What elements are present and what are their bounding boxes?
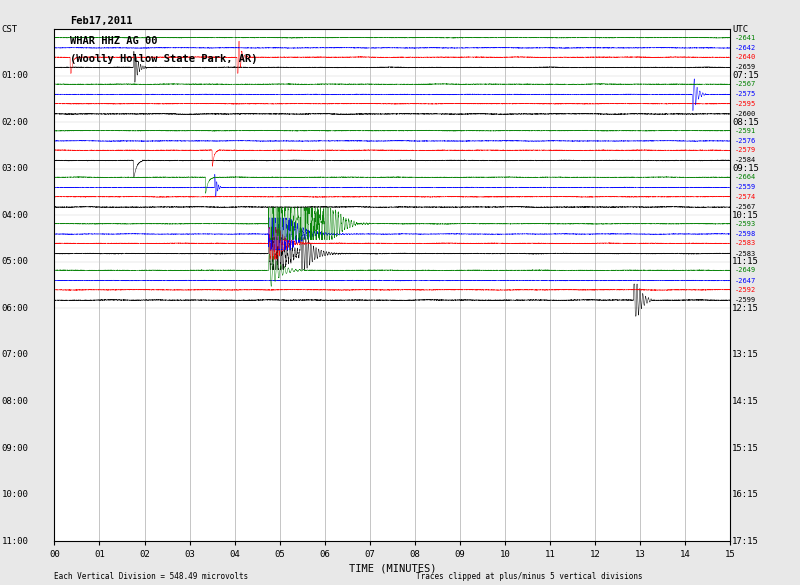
Text: 02:00: 02:00: [2, 118, 29, 127]
Text: 11:15: 11:15: [732, 257, 759, 266]
Text: WHAR HHZ AG 00: WHAR HHZ AG 00: [70, 36, 158, 46]
Text: -2574: -2574: [734, 194, 756, 199]
Text: 09:00: 09:00: [2, 443, 29, 453]
Text: 07:15: 07:15: [732, 71, 759, 80]
Text: 03:00: 03:00: [2, 164, 29, 173]
Text: -2592: -2592: [734, 287, 756, 293]
Text: -2567: -2567: [734, 81, 756, 87]
Text: -2576: -2576: [734, 138, 756, 144]
Text: -2664: -2664: [734, 174, 756, 180]
Text: 13:15: 13:15: [732, 350, 759, 360]
Text: -2647: -2647: [734, 277, 756, 284]
Text: -2575: -2575: [734, 91, 756, 97]
Text: -2583: -2583: [734, 250, 756, 257]
Text: 08:00: 08:00: [2, 397, 29, 406]
Text: -2583: -2583: [734, 240, 756, 246]
Text: 04:00: 04:00: [2, 211, 29, 220]
Text: (Woolly Hollow State Park, AR): (Woolly Hollow State Park, AR): [70, 54, 258, 64]
Text: 06:00: 06:00: [2, 304, 29, 313]
Text: -2641: -2641: [734, 35, 756, 40]
Text: 15:15: 15:15: [732, 443, 759, 453]
X-axis label: TIME (MINUTES): TIME (MINUTES): [349, 563, 436, 573]
Text: 10:15: 10:15: [732, 211, 759, 220]
Text: Each Vertical Division = 548.49 microvolts: Each Vertical Division = 548.49 microvol…: [54, 572, 249, 581]
Text: -2649: -2649: [734, 267, 756, 273]
Text: -2599: -2599: [734, 297, 756, 303]
Text: 01:00: 01:00: [2, 71, 29, 80]
Text: CST: CST: [2, 25, 18, 34]
Text: 16:15: 16:15: [732, 490, 759, 499]
Text: 11:00: 11:00: [2, 536, 29, 546]
Text: 17:15: 17:15: [732, 536, 759, 546]
Text: 12:15: 12:15: [732, 304, 759, 313]
Text: -2659: -2659: [734, 64, 756, 70]
Text: 14:15: 14:15: [732, 397, 759, 406]
Text: 10:00: 10:00: [2, 490, 29, 499]
Text: 05:00: 05:00: [2, 257, 29, 266]
Text: -2579: -2579: [734, 147, 756, 153]
Text: -2600: -2600: [734, 111, 756, 117]
Text: Traces clipped at plus/minus 5 vertical divisions: Traces clipped at plus/minus 5 vertical …: [416, 572, 642, 581]
Text: Feb17,2011: Feb17,2011: [70, 16, 133, 26]
Text: -2584: -2584: [734, 157, 756, 163]
Text: 08:15: 08:15: [732, 118, 759, 127]
Text: -2559: -2559: [734, 184, 756, 191]
Text: -2640: -2640: [734, 54, 756, 60]
Text: 09:15: 09:15: [732, 164, 759, 173]
Text: 07:00: 07:00: [2, 350, 29, 360]
Text: -2598: -2598: [734, 231, 756, 237]
Text: -2642: -2642: [734, 45, 756, 51]
Text: -2593: -2593: [734, 221, 756, 227]
Text: UTC: UTC: [732, 25, 748, 34]
Text: -2591: -2591: [734, 128, 756, 134]
Text: -2567: -2567: [734, 204, 756, 210]
Text: -2595: -2595: [734, 101, 756, 106]
